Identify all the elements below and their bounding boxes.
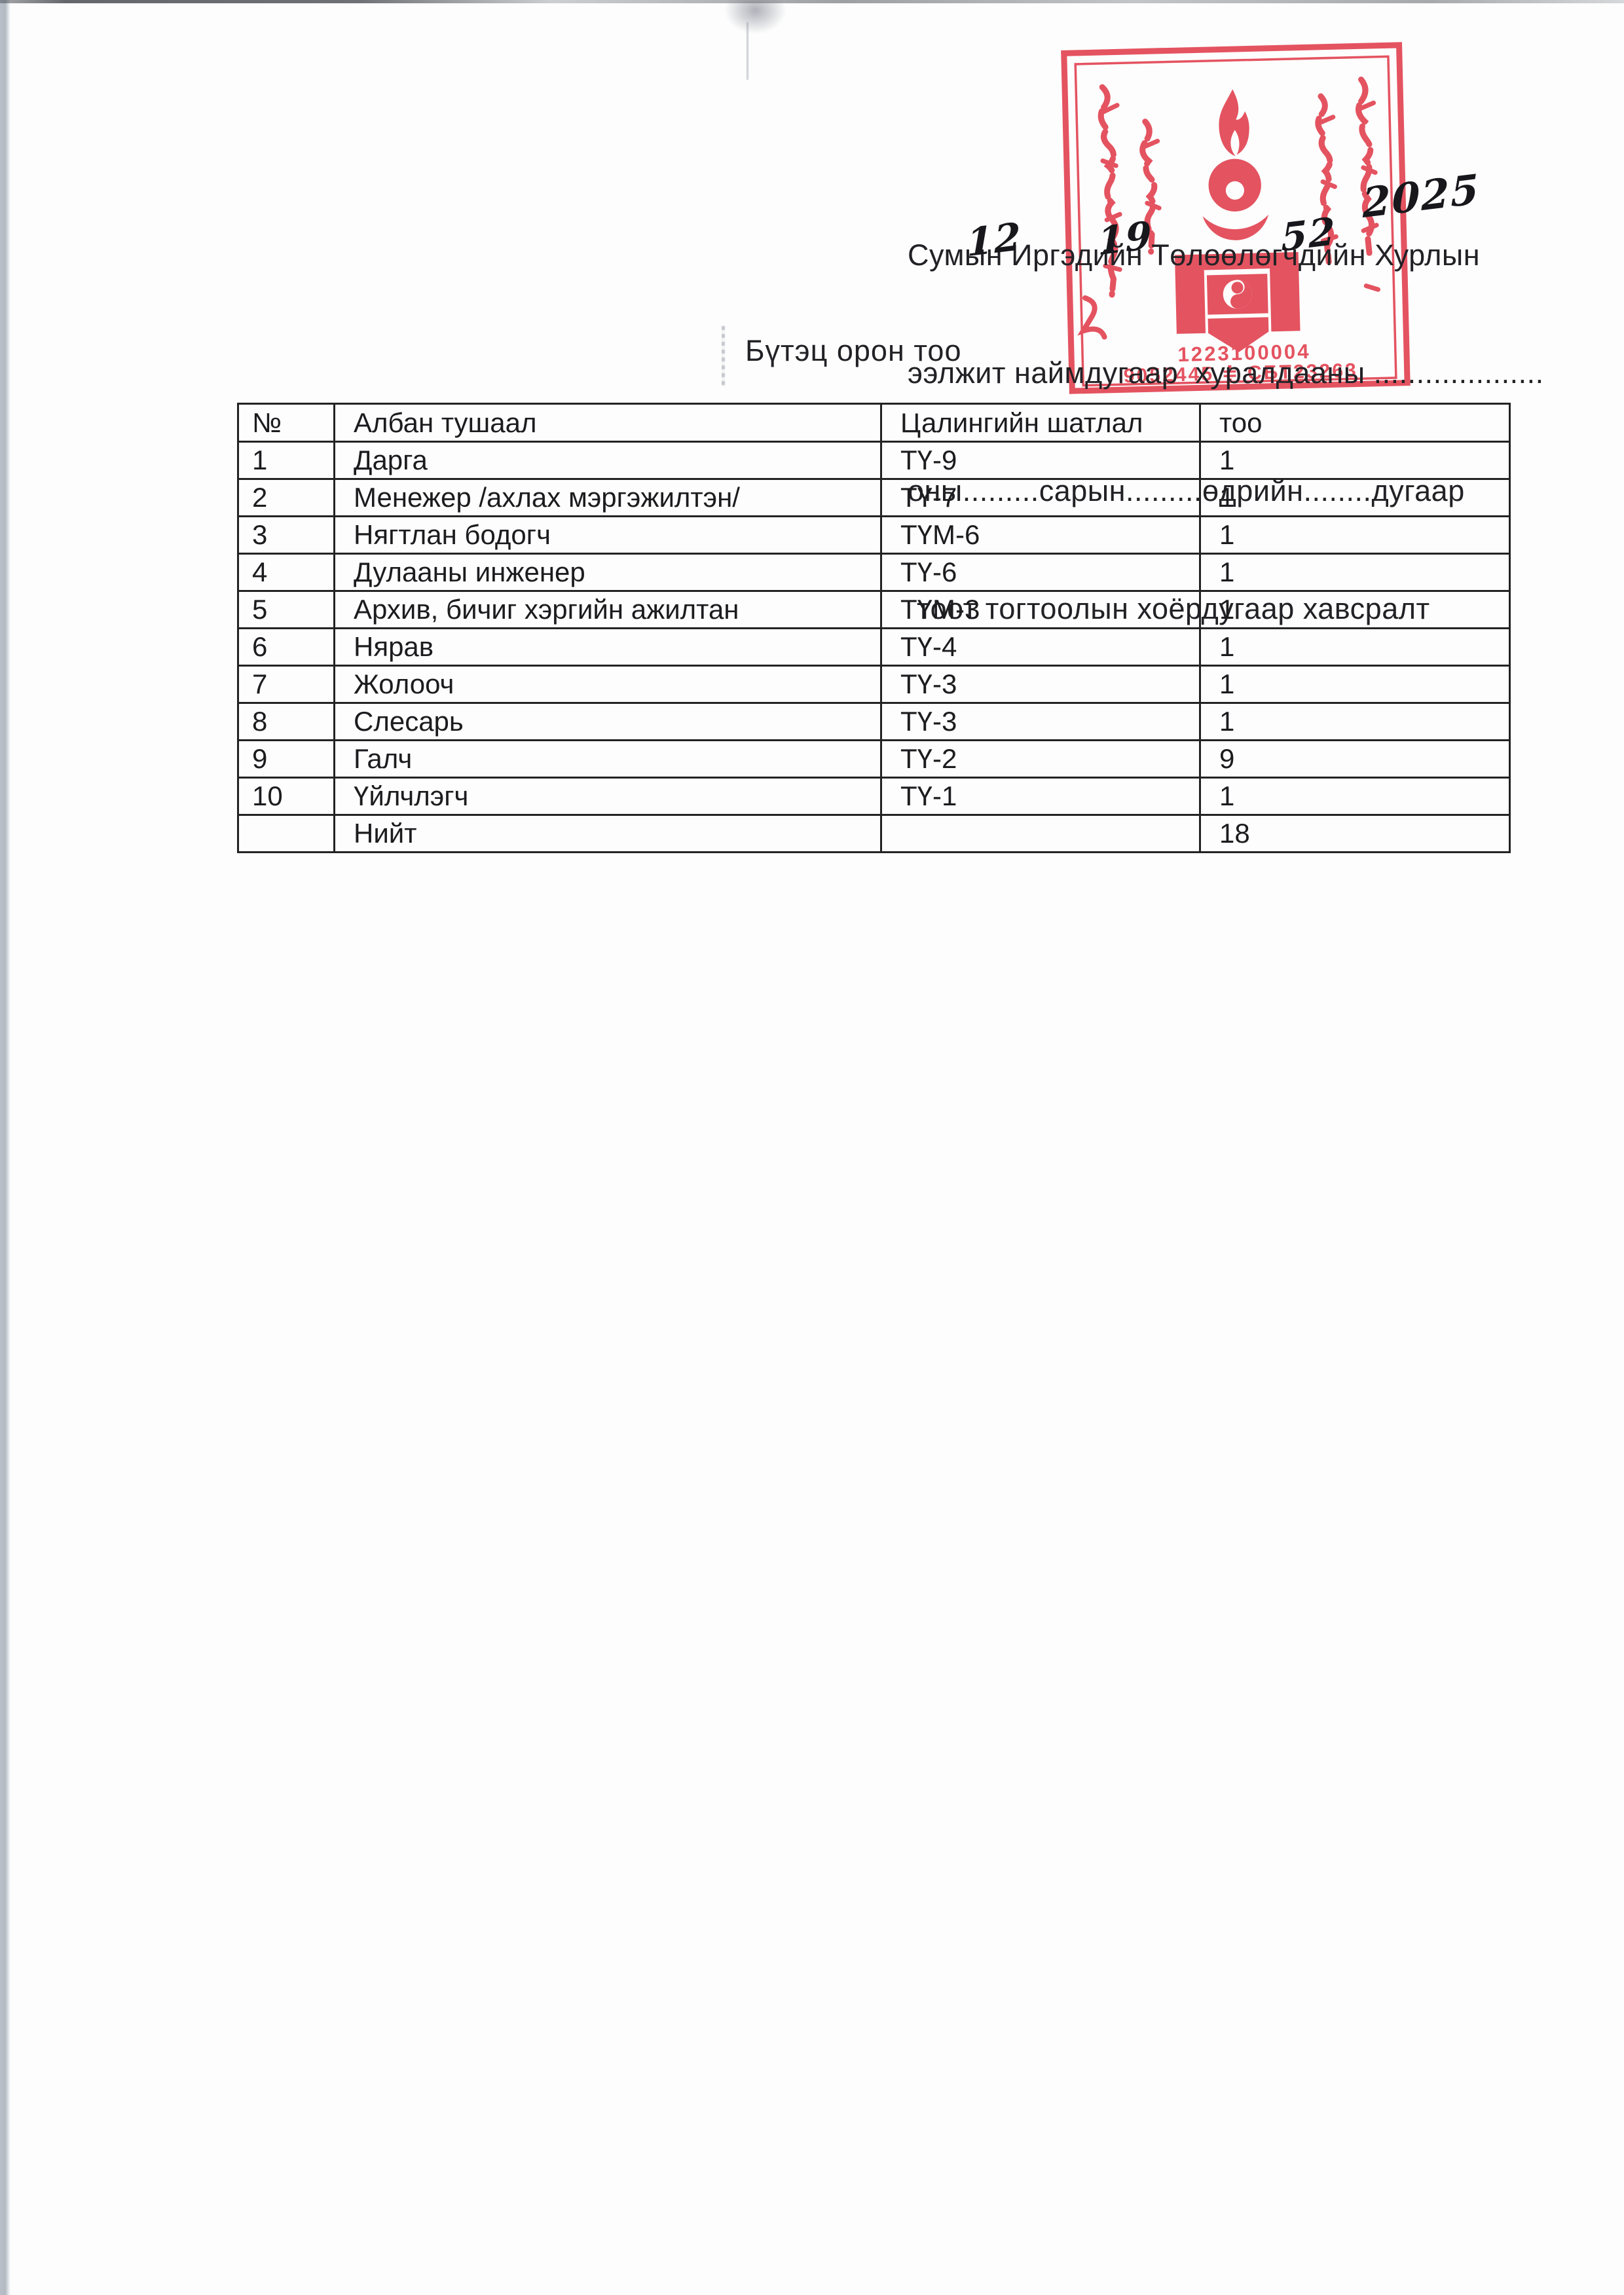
cell-position: Слесарь (333, 702, 882, 741)
cell-grade: ТҮ-9 (880, 441, 1201, 480)
cell-count: 18 (1199, 814, 1511, 853)
soyombo-emblem-icon (1174, 89, 1301, 352)
header-line-2: ээлжит наймдугаар хуралдааны ...........… (908, 356, 1544, 390)
cell-grade: ТҮ-1 (880, 777, 1201, 816)
column-header-position: Албан тушаал (333, 403, 882, 443)
cell-grade: ТҮ-7 (880, 478, 1201, 517)
table-row-total: Нийт 18 (237, 814, 1511, 853)
page-title: Бүтэц орон тоо (745, 334, 962, 367)
cell-no: 5 (237, 590, 335, 629)
cell-no: 1 (237, 441, 335, 480)
cell-position: Нярав (333, 627, 882, 667)
cell-grade: ТҮ-2 (880, 739, 1201, 779)
table-row: 9 Галч ТҮ-2 9 (237, 739, 1511, 779)
handwritten-month: 12 (966, 213, 1022, 266)
cell-count: 1 (1199, 665, 1511, 704)
soyombo-bars-icon (1174, 251, 1301, 352)
cell-grade: ТҮМ-3 (880, 590, 1201, 629)
cell-count: 1 (1199, 515, 1511, 555)
scanner-edge-strip (0, 0, 10, 2295)
cell-count: 1 (1199, 441, 1511, 480)
table-header-row: № Албан тушаал Цалингийн шатлал тоо (237, 403, 1511, 443)
cell-grade: ТҮ-3 (880, 702, 1201, 741)
cell-position: Галч (333, 739, 882, 779)
cell-grade: ТҮ-3 (880, 665, 1201, 704)
cell-no: 10 (237, 777, 335, 816)
table-row: 4 Дулааны инженер ТҮ-6 1 (237, 553, 1511, 592)
cell-count: 1 (1199, 777, 1511, 816)
cell-count: 1 (1199, 590, 1511, 629)
column-header-no: № (237, 403, 335, 443)
handwritten-year: 2025 (1362, 164, 1481, 228)
cell-position: Менежер /ахлах мэргэжилтэн/ (333, 478, 882, 517)
handwritten-number: 52 (1280, 208, 1337, 261)
cell-no (237, 814, 335, 853)
cell-no: 9 (237, 739, 335, 779)
cell-position: Дарга (333, 441, 882, 480)
table-row: 3 Нягтлан бодогч ТҮМ-6 1 (237, 515, 1511, 555)
cell-no: 3 (237, 515, 335, 555)
scan-smudge-line (747, 22, 748, 80)
table-row: 2 Менежер /ахлах мэргэжилтэн/ ТҮ-7 1 (237, 478, 1511, 517)
soyombo-flame-icon (1219, 89, 1249, 156)
cell-position: Нягтлан бодогч (333, 515, 882, 555)
scan-smudge-title (722, 326, 725, 386)
cell-no: 6 (237, 627, 335, 667)
cell-position: Дулааны инженер (333, 553, 882, 592)
staff-table: № Албан тушаал Цалингийн шатлал тоо 1 Да… (237, 403, 1511, 853)
table-row: 5 Архив, бичиг хэргийн ажилтан ТҮМ-3 1 (237, 590, 1511, 629)
cell-position: Нийт (333, 814, 882, 853)
cell-count: 1 (1199, 627, 1511, 667)
stamp-border-icon (1061, 42, 1411, 394)
scan-smudge (724, 0, 786, 34)
cell-position: Архив, бичиг хэргийн ажилтан (333, 590, 882, 629)
cell-grade: ТҮ-4 (880, 627, 1201, 667)
handwritten-day: 19 (1097, 212, 1153, 265)
cell-count: 9 (1199, 739, 1511, 779)
cell-no: 7 (237, 665, 335, 704)
header-line-1: Сумын Иргэдийн Төлөөлөгчдийн Хурлын (908, 238, 1481, 272)
cell-position: Үйлчлэгч (333, 777, 882, 816)
table-row: 1 Дарга ТҮ-9 1 (237, 441, 1511, 480)
table-row: 8 Слесарь ТҮ-3 1 (237, 702, 1511, 741)
column-header-grade: Цалингийн шатлал (880, 403, 1201, 443)
cell-count: 1 (1199, 702, 1511, 741)
cell-grade: ТҮМ-6 (880, 515, 1201, 555)
cell-grade (880, 814, 1201, 853)
table-row: 6 Нярав ТҮ-4 1 (237, 627, 1511, 667)
soyombo-moon-icon (1202, 214, 1269, 240)
mongol-script-right-icon (1315, 76, 1381, 292)
cell-count: 1 (1199, 553, 1511, 592)
table-row: 10 Үйлчлэгч ТҮ-1 1 (237, 777, 1511, 816)
cell-grade: ТҮ-6 (880, 553, 1201, 592)
scanner-top-line (0, 0, 1624, 3)
cell-position: Жолооч (333, 665, 882, 704)
cell-no: 4 (237, 553, 335, 592)
mongol-script-left-icon (1077, 84, 1162, 340)
cell-no: 8 (237, 702, 335, 741)
cell-no: 2 (237, 478, 335, 517)
stamp-code-line1: 1223100004 (1177, 340, 1311, 366)
table-row: 7 Жолооч ТҮ-3 1 (237, 665, 1511, 704)
official-red-stamp: 1223100004 9052445 ≑ СБТ23263 (1061, 42, 1411, 397)
cell-count: 1 (1199, 478, 1511, 517)
column-header-count: тоо (1199, 403, 1511, 443)
